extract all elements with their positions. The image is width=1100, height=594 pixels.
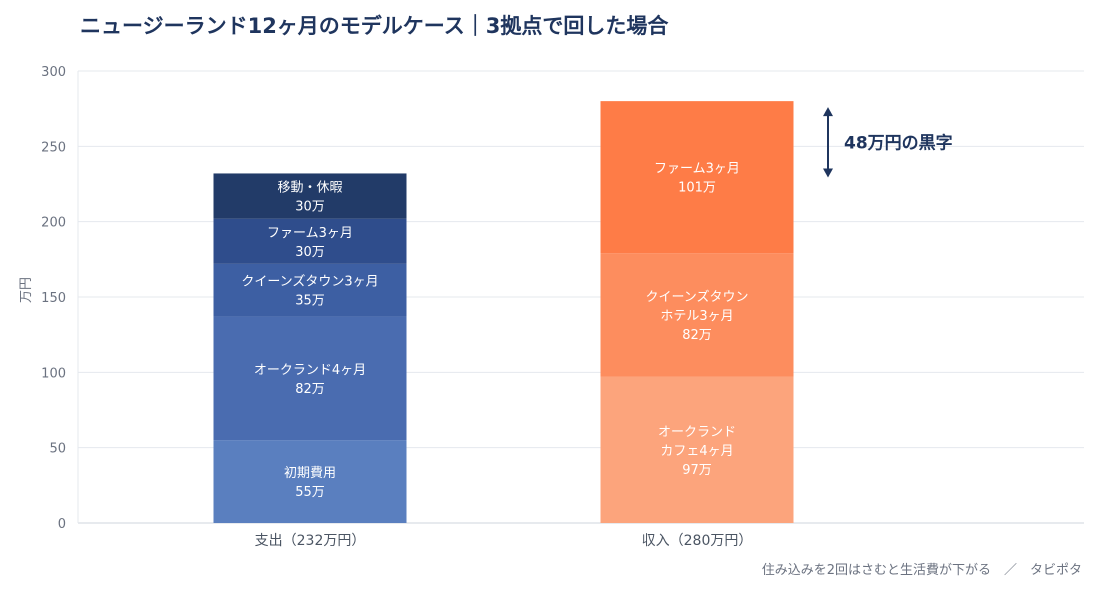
chart-title: ニュージーランド12ヶ月のモデルケース｜3拠点で回した場合 — [80, 14, 669, 38]
y-axis-ticks: 0 50 100 150 200 250 300 — [41, 65, 66, 532]
y-tick-label: 200 — [41, 216, 66, 231]
segment-label: クイーンズタウンホテル3ヶ月 82万 — [645, 289, 748, 343]
annotation-arrowhead-down — [823, 168, 833, 178]
y-tick-label: 0 — [58, 517, 66, 532]
segment-label: 初期費用 55万 — [284, 466, 336, 500]
segment-label: ファーム3ヶ月 30万 — [267, 226, 353, 260]
annotation-arrowhead-up — [823, 107, 833, 117]
x-axis-labels: 支出（232万円） 収入（280万円） — [255, 533, 753, 549]
bar-segment — [213, 173, 407, 219]
bar-segment — [600, 101, 794, 254]
bar-segment — [600, 253, 794, 377]
segment-label: クイーンズタウン3ヶ月 35万 — [241, 274, 378, 309]
segment-label: ファーム3ヶ月 101万 — [654, 162, 740, 196]
segment-label: オークランド4ヶ月 82万 — [254, 363, 366, 397]
y-tick-label: 100 — [41, 366, 66, 381]
bar-segment — [213, 218, 407, 264]
y-tick-label: 250 — [41, 140, 66, 155]
annotation-label: 48万円の黒字 — [844, 132, 953, 153]
segment-label: オークランドカフェ4ヶ月 97万 — [658, 425, 736, 478]
bar-segment — [213, 263, 407, 317]
source-note: 住み込みを2回はさむと生活費が下がる ／ タビポタ — [762, 563, 1082, 578]
bar-segment — [213, 316, 407, 441]
segment-label: 移動・休暇 30万 — [277, 181, 342, 215]
y-axis-label: 万円 — [19, 277, 34, 303]
y-tick-label: 150 — [41, 291, 66, 306]
category-label: 収入（280万円） — [642, 533, 753, 549]
bar-segment — [600, 376, 794, 523]
y-tick-label: 50 — [49, 442, 66, 457]
surplus-annotation: 48万円の黒字 — [823, 107, 953, 178]
category-label: 支出（232万円） — [255, 533, 366, 549]
y-tick-label: 300 — [41, 65, 66, 80]
bar-segment — [213, 440, 407, 523]
